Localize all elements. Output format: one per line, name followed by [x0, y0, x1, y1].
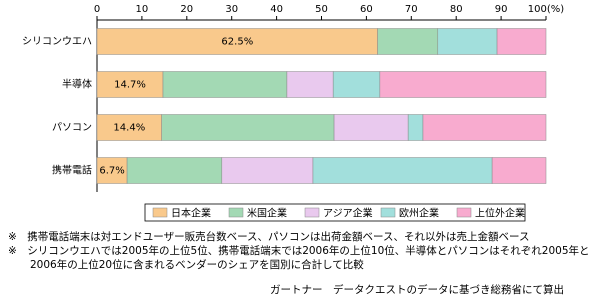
- y-tick-label: パソコン: [52, 122, 92, 134]
- bar-segment: [496, 28, 547, 55]
- x-tick-label: 70: [405, 4, 418, 15]
- y-tick-label: 半導体: [62, 78, 92, 91]
- legend-label: 欧州企業: [399, 207, 439, 220]
- chart: 0 10 20 30 40 50 60 70 80 90 100(%) シリコンウエハ 62.5% 半導体…: [22, 4, 564, 222]
- x-tick-label: 10: [136, 4, 149, 15]
- bar-segment: [96, 114, 162, 141]
- bar-segment: [379, 71, 547, 98]
- legend-label: 日本企業: [171, 207, 211, 220]
- value-label: 14.4%: [113, 123, 145, 134]
- legend-swatch: [228, 207, 244, 218]
- bar-segment: [96, 71, 164, 98]
- legend-swatch: [456, 207, 472, 218]
- note: ※ シリコンウエハでは2005年の上位5位、携帯電話端末では2006年の上位10…: [8, 245, 590, 271]
- value-label: 14.7%: [114, 80, 146, 91]
- x-tick-label: 100(%): [528, 4, 564, 15]
- bar-segment: [377, 28, 439, 55]
- value-label: 6.7%: [99, 166, 124, 177]
- bar-segment: [221, 157, 314, 184]
- bar-segment: [491, 157, 547, 184]
- x-tick-label: 50: [315, 4, 328, 15]
- legend-label: 米国企業: [247, 207, 287, 220]
- legend-swatch: [152, 207, 168, 218]
- value-label: 62.5%: [221, 37, 253, 48]
- bar-segment: [333, 114, 409, 141]
- bar-segment: [437, 28, 498, 55]
- legend-swatch: [304, 207, 320, 218]
- legend-label: アジア企業: [323, 207, 373, 220]
- bar-segment: [312, 157, 493, 184]
- note: ※ 携帯電話端末は対エンドユーザー販売台数ベース、パソコンは出荷金額ベース、それ…: [8, 231, 530, 243]
- x-tick-label: 40: [270, 4, 283, 15]
- bar-segment: [422, 114, 547, 141]
- bar-segment: [96, 157, 128, 184]
- x-tick-label: 80: [450, 4, 463, 15]
- bar-segment: [126, 157, 223, 184]
- legend-swatch: [380, 207, 396, 218]
- bar-segment: [162, 71, 288, 98]
- x-tick-label: 20: [180, 4, 193, 15]
- x-tick-label: 0: [94, 4, 100, 15]
- bar-segment: [286, 71, 334, 98]
- x-tick-label: 30: [225, 4, 238, 15]
- source: ガートナー データクエストのデータに基づき総務省にて算出: [270, 284, 564, 296]
- bar-segment: [96, 28, 378, 55]
- y-tick-label: シリコンウエハ: [22, 36, 92, 48]
- x-tick-label: 60: [360, 4, 373, 15]
- x-tick-label: 90: [495, 4, 508, 15]
- y-tick-label: 携帯電話: [52, 164, 92, 177]
- legend-label: 上位外企業: [475, 207, 525, 220]
- bar-segment: [161, 114, 335, 141]
- bar-segment: [407, 114, 424, 141]
- bar-segment: [332, 71, 381, 98]
